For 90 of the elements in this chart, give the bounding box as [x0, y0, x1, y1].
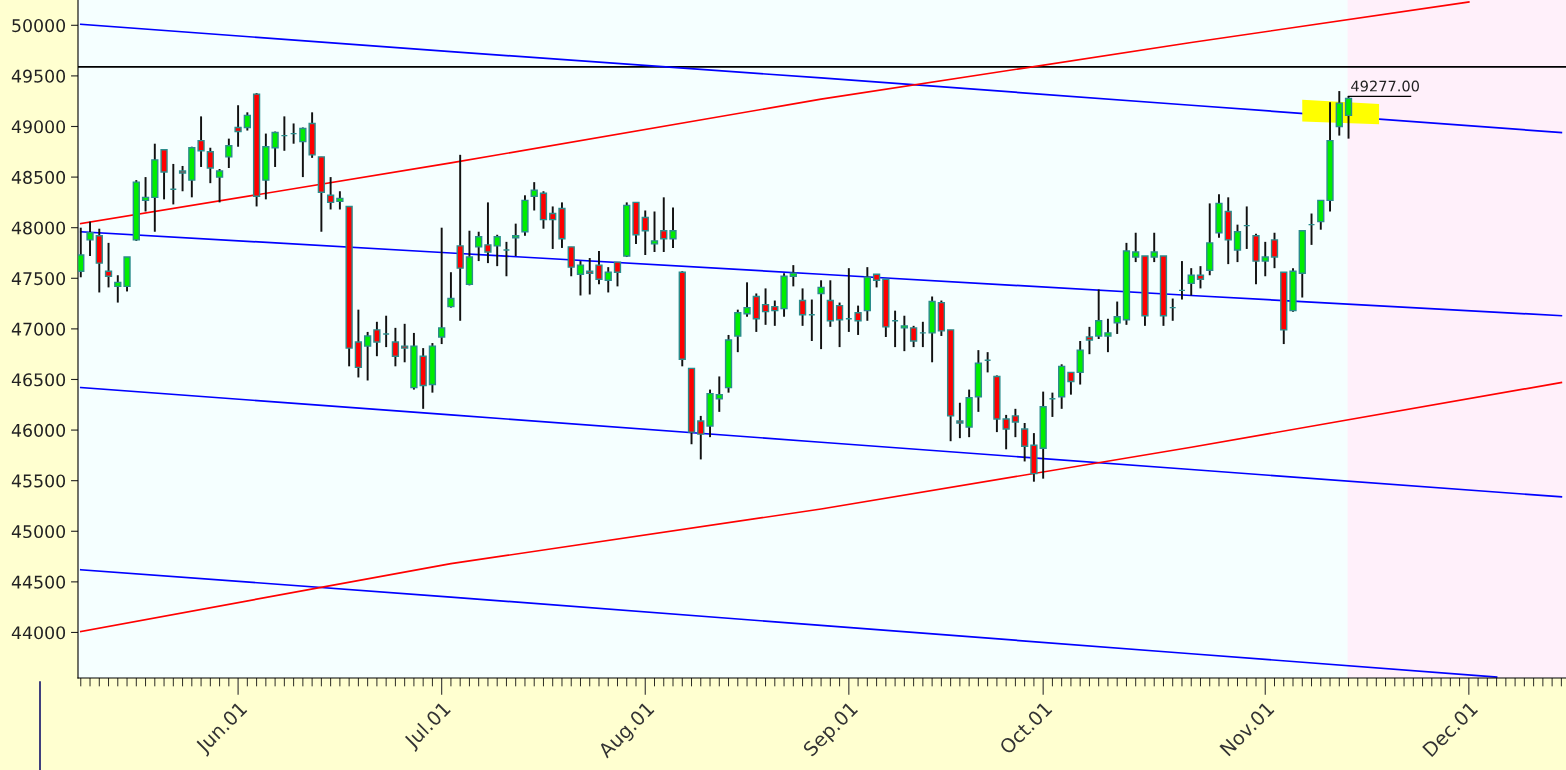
y-tick-label: 46000: [11, 423, 66, 437]
candlestick: [1085, 325, 1094, 356]
candlestick: [1104, 317, 1112, 354]
candlestick: [669, 206, 677, 249]
candlestick: [1196, 265, 1205, 290]
candlestick: [215, 168, 224, 204]
candlestick: [613, 261, 622, 288]
candlestick: [391, 326, 400, 368]
candlestick: [761, 287, 770, 326]
candlestick: [604, 266, 612, 294]
candlestick: [743, 281, 751, 318]
line-series: [79, 23, 1563, 134]
y-tick-label: 48000: [11, 221, 66, 235]
candlestick: [1317, 199, 1325, 231]
candlestick: [835, 301, 844, 349]
candlestick: [817, 279, 825, 351]
y-tick-label: 48500: [11, 170, 66, 184]
candlestick: [225, 137, 233, 169]
y-tick-label: 45000: [11, 524, 66, 539]
candlestick: [650, 210, 659, 253]
candlestick: [1113, 300, 1121, 335]
candlestick: [752, 292, 760, 333]
candlestick: [734, 308, 742, 354]
candlestick: [197, 115, 205, 168]
y-tick-label: 47500: [11, 271, 66, 286]
candlestick: [789, 264, 797, 288]
candlestick: [475, 230, 483, 263]
candlestick: [1021, 422, 1029, 463]
candlestick: [512, 222, 520, 257]
candlestick: [438, 226, 446, 346]
y-tick-label: 49000: [11, 120, 66, 134]
line-series: [79, 230, 1563, 317]
candlestick: [86, 220, 94, 257]
candlestick: [363, 330, 372, 382]
y-tick-label: 44000: [11, 626, 66, 640]
candlestick: [178, 164, 187, 193]
candlestick: [141, 176, 150, 213]
candlestick: [1076, 340, 1084, 386]
candlestick: [715, 375, 723, 413]
candlestick: [1150, 231, 1158, 264]
y-tick-label: 44500: [11, 575, 66, 589]
candlestick: [595, 249, 603, 286]
candlestick: [336, 190, 344, 211]
line-series: [79, 568, 1498, 678]
y-tick-label: 46500: [11, 373, 66, 387]
candlestick: [771, 299, 779, 327]
annotation: 49277.00: [1351, 80, 1419, 92]
candlestick: [206, 146, 214, 185]
candlestick: [900, 314, 909, 353]
candlestick: [447, 271, 455, 309]
candlestick: [1261, 240, 1269, 278]
candlestick: [697, 414, 705, 461]
candlestick: [1067, 371, 1075, 396]
line-series: [79, 1, 1470, 225]
candlestick: [576, 260, 585, 297]
candlestick: [484, 201, 492, 265]
y-tick-label: 47000: [11, 322, 66, 336]
line-series: [79, 386, 1563, 498]
candlestick: [641, 209, 649, 256]
candlestick: [586, 257, 594, 296]
candlestick: [1335, 90, 1343, 137]
candlestick: [1344, 95, 1353, 140]
candlestick: [854, 304, 862, 336]
candlestick: [567, 245, 575, 278]
candlestick: [826, 279, 834, 328]
candlestick: [909, 324, 918, 349]
candlestick: [401, 322, 409, 364]
candlestick: [798, 287, 807, 327]
candlestick: [1132, 231, 1140, 264]
candlestick: [1233, 223, 1242, 264]
candlestick: [114, 274, 122, 304]
candlestick: [78, 226, 85, 279]
y-tick-label: 50000: [12, 19, 66, 33]
candlestick: [160, 148, 168, 201]
candlestick: [1011, 407, 1020, 439]
candlestick: [549, 205, 557, 250]
candlestick: [1270, 231, 1279, 270]
candlestick: [373, 320, 381, 358]
y-tick-label: 49500: [11, 69, 66, 83]
candlestick: [1187, 267, 1195, 297]
candlestick: [530, 181, 538, 212]
candlestick: [234, 104, 242, 148]
candlestick: [104, 241, 113, 289]
candlestick: [493, 233, 501, 268]
candlestick: [243, 111, 251, 132]
candlestick: [660, 196, 668, 253]
candlestick: [1095, 288, 1103, 340]
candlestick: [326, 176, 335, 211]
y-tick-label: 45500: [11, 474, 66, 488]
line-series: [79, 381, 1563, 633]
